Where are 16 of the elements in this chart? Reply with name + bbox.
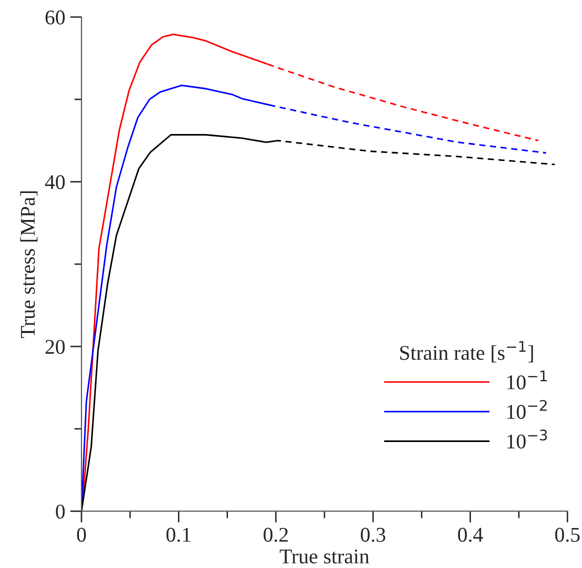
y-axis-title: True stress [MPa] bbox=[20, 191, 38, 338]
legend-label: 10$^{−3}$ bbox=[507, 430, 547, 449]
legend-title: Strain rate [s$^{−1}$] bbox=[400, 341, 533, 363]
x-tick-label: 0.4 bbox=[458, 528, 483, 542]
y-tick-label: 0 bbox=[56, 504, 65, 519]
legend-label: 10$^{−1}$ bbox=[507, 370, 547, 390]
x-tick-label: 0 bbox=[77, 528, 86, 542]
x-axis-title: True strain bbox=[280, 550, 370, 564]
y-tick-label: 60 bbox=[46, 10, 65, 24]
x-tick-label: 0.5 bbox=[555, 528, 580, 542]
y-tick-label: 20 bbox=[46, 340, 65, 354]
x-tick-label: 0.1 bbox=[166, 528, 190, 542]
x-tick-label: 0.2 bbox=[264, 528, 288, 542]
legend-label: 10$^{−2}$ bbox=[507, 400, 547, 419]
y-tick-label: 40 bbox=[45, 175, 65, 190]
x-tick-label: 0.3 bbox=[360, 528, 386, 542]
